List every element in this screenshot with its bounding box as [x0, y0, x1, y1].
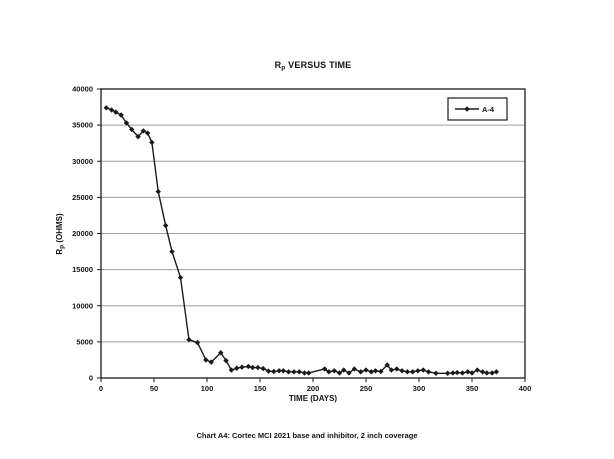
- chart-title: Rp VERSUS TIME: [101, 60, 525, 72]
- data-point-marker: [415, 368, 421, 374]
- data-point-marker: [149, 139, 155, 146]
- data-point-marker: [384, 362, 390, 368]
- data-point-marker: [358, 369, 364, 375]
- data-point-marker: [203, 357, 209, 363]
- data-point-marker: [450, 370, 456, 376]
- data-point-marker: [368, 369, 374, 375]
- y-tick-label: 5000: [76, 337, 93, 346]
- data-point-marker: [280, 368, 287, 374]
- data-point-marker: [113, 109, 119, 115]
- data-point-marker: [331, 368, 337, 374]
- x-axis-title: TIME (DAYS): [288, 394, 338, 403]
- data-point-marker: [336, 370, 343, 376]
- data-point-marker: [255, 364, 261, 371]
- x-tick-label: 0: [99, 384, 103, 393]
- x-tick-label: 350: [466, 384, 479, 393]
- data-point-marker: [409, 369, 416, 375]
- y-tick-label: 40000: [72, 85, 93, 94]
- y-tick-label: 10000: [72, 301, 93, 310]
- data-point-marker: [378, 368, 384, 375]
- data-point-marker: [265, 368, 272, 374]
- y-tick-label: 20000: [72, 229, 93, 238]
- x-tick-label: 150: [254, 384, 267, 393]
- y-tick-label: 15000: [72, 265, 93, 274]
- x-tick-label: 200: [307, 384, 320, 393]
- chart-title-rest: VERSUS TIME: [285, 60, 352, 70]
- data-point-marker: [479, 369, 486, 375]
- data-point-marker: [228, 367, 235, 373]
- y-tick-label: 35000: [72, 121, 93, 130]
- legend-marker-diamond: [464, 106, 470, 112]
- data-point-marker: [239, 364, 245, 370]
- data-point-marker: [394, 366, 400, 372]
- y-tick-label: 25000: [72, 193, 93, 202]
- y-tick-label: 30000: [72, 157, 93, 166]
- data-point-marker: [140, 128, 147, 134]
- data-point-marker: [169, 248, 175, 255]
- data-point-marker: [301, 370, 308, 376]
- data-point-marker: [118, 112, 124, 118]
- y-tick-label: 0: [89, 374, 93, 383]
- chart-title-subscript: p: [281, 64, 286, 72]
- data-point-marker: [341, 367, 347, 373]
- legend-label: A-4: [482, 105, 495, 114]
- data-point-marker: [245, 363, 252, 370]
- data-point-marker: [346, 370, 352, 376]
- data-point-marker: [326, 369, 332, 375]
- data-point-marker: [484, 370, 490, 376]
- data-point-marker: [306, 370, 312, 376]
- data-point-marker: [162, 222, 169, 229]
- data-point-marker: [276, 368, 282, 374]
- data-point-marker: [271, 368, 277, 375]
- data-point-marker: [208, 359, 214, 365]
- data-point-marker: [399, 368, 405, 374]
- data-point-marker: [469, 370, 475, 376]
- series-line-a4: [106, 107, 497, 375]
- x-tick-label: 100: [201, 384, 214, 393]
- data-point-marker: [194, 339, 201, 346]
- chart-title-main: R: [274, 60, 282, 70]
- data-point-marker: [420, 367, 426, 373]
- data-point-marker: [388, 367, 395, 373]
- data-point-marker: [465, 369, 471, 375]
- data-point-marker: [285, 369, 292, 375]
- data-point-marker: [249, 364, 256, 371]
- data-point-marker: [433, 370, 439, 377]
- x-tick-label: 250: [360, 384, 373, 393]
- data-point-marker: [123, 120, 130, 126]
- data-point-marker: [444, 370, 451, 377]
- data-point-marker: [103, 105, 109, 111]
- data-point-marker: [218, 350, 224, 356]
- data-point-marker: [155, 188, 161, 195]
- data-point-marker: [186, 337, 192, 343]
- data-point-marker: [108, 107, 115, 113]
- data-point-marker: [321, 366, 328, 372]
- x-tick-label: 50: [150, 384, 158, 393]
- data-point-marker: [291, 369, 297, 375]
- data-point-marker: [363, 367, 369, 373]
- data-point-marker: [474, 367, 480, 373]
- data-point-marker: [459, 370, 466, 376]
- data-point-marker: [129, 126, 135, 133]
- data-point-marker: [351, 366, 358, 372]
- data-point-marker: [425, 369, 432, 375]
- data-point-marker: [372, 368, 379, 374]
- data-point-marker: [177, 274, 184, 281]
- data-point-marker: [454, 369, 460, 376]
- data-point-marker: [233, 365, 240, 371]
- data-point-marker: [135, 133, 141, 140]
- x-tick-label: 400: [519, 384, 532, 393]
- figure-caption: Chart A4: Cortec MCI 2021 base and inhib…: [196, 431, 418, 440]
- data-point-marker: [144, 130, 151, 136]
- data-point-marker: [404, 369, 411, 375]
- data-point-marker: [493, 369, 500, 375]
- data-point-marker: [223, 357, 229, 364]
- x-tick-label: 300: [413, 384, 426, 393]
- data-point-marker: [296, 369, 302, 375]
- data-point-marker: [489, 370, 495, 376]
- data-point-marker: [260, 365, 266, 372]
